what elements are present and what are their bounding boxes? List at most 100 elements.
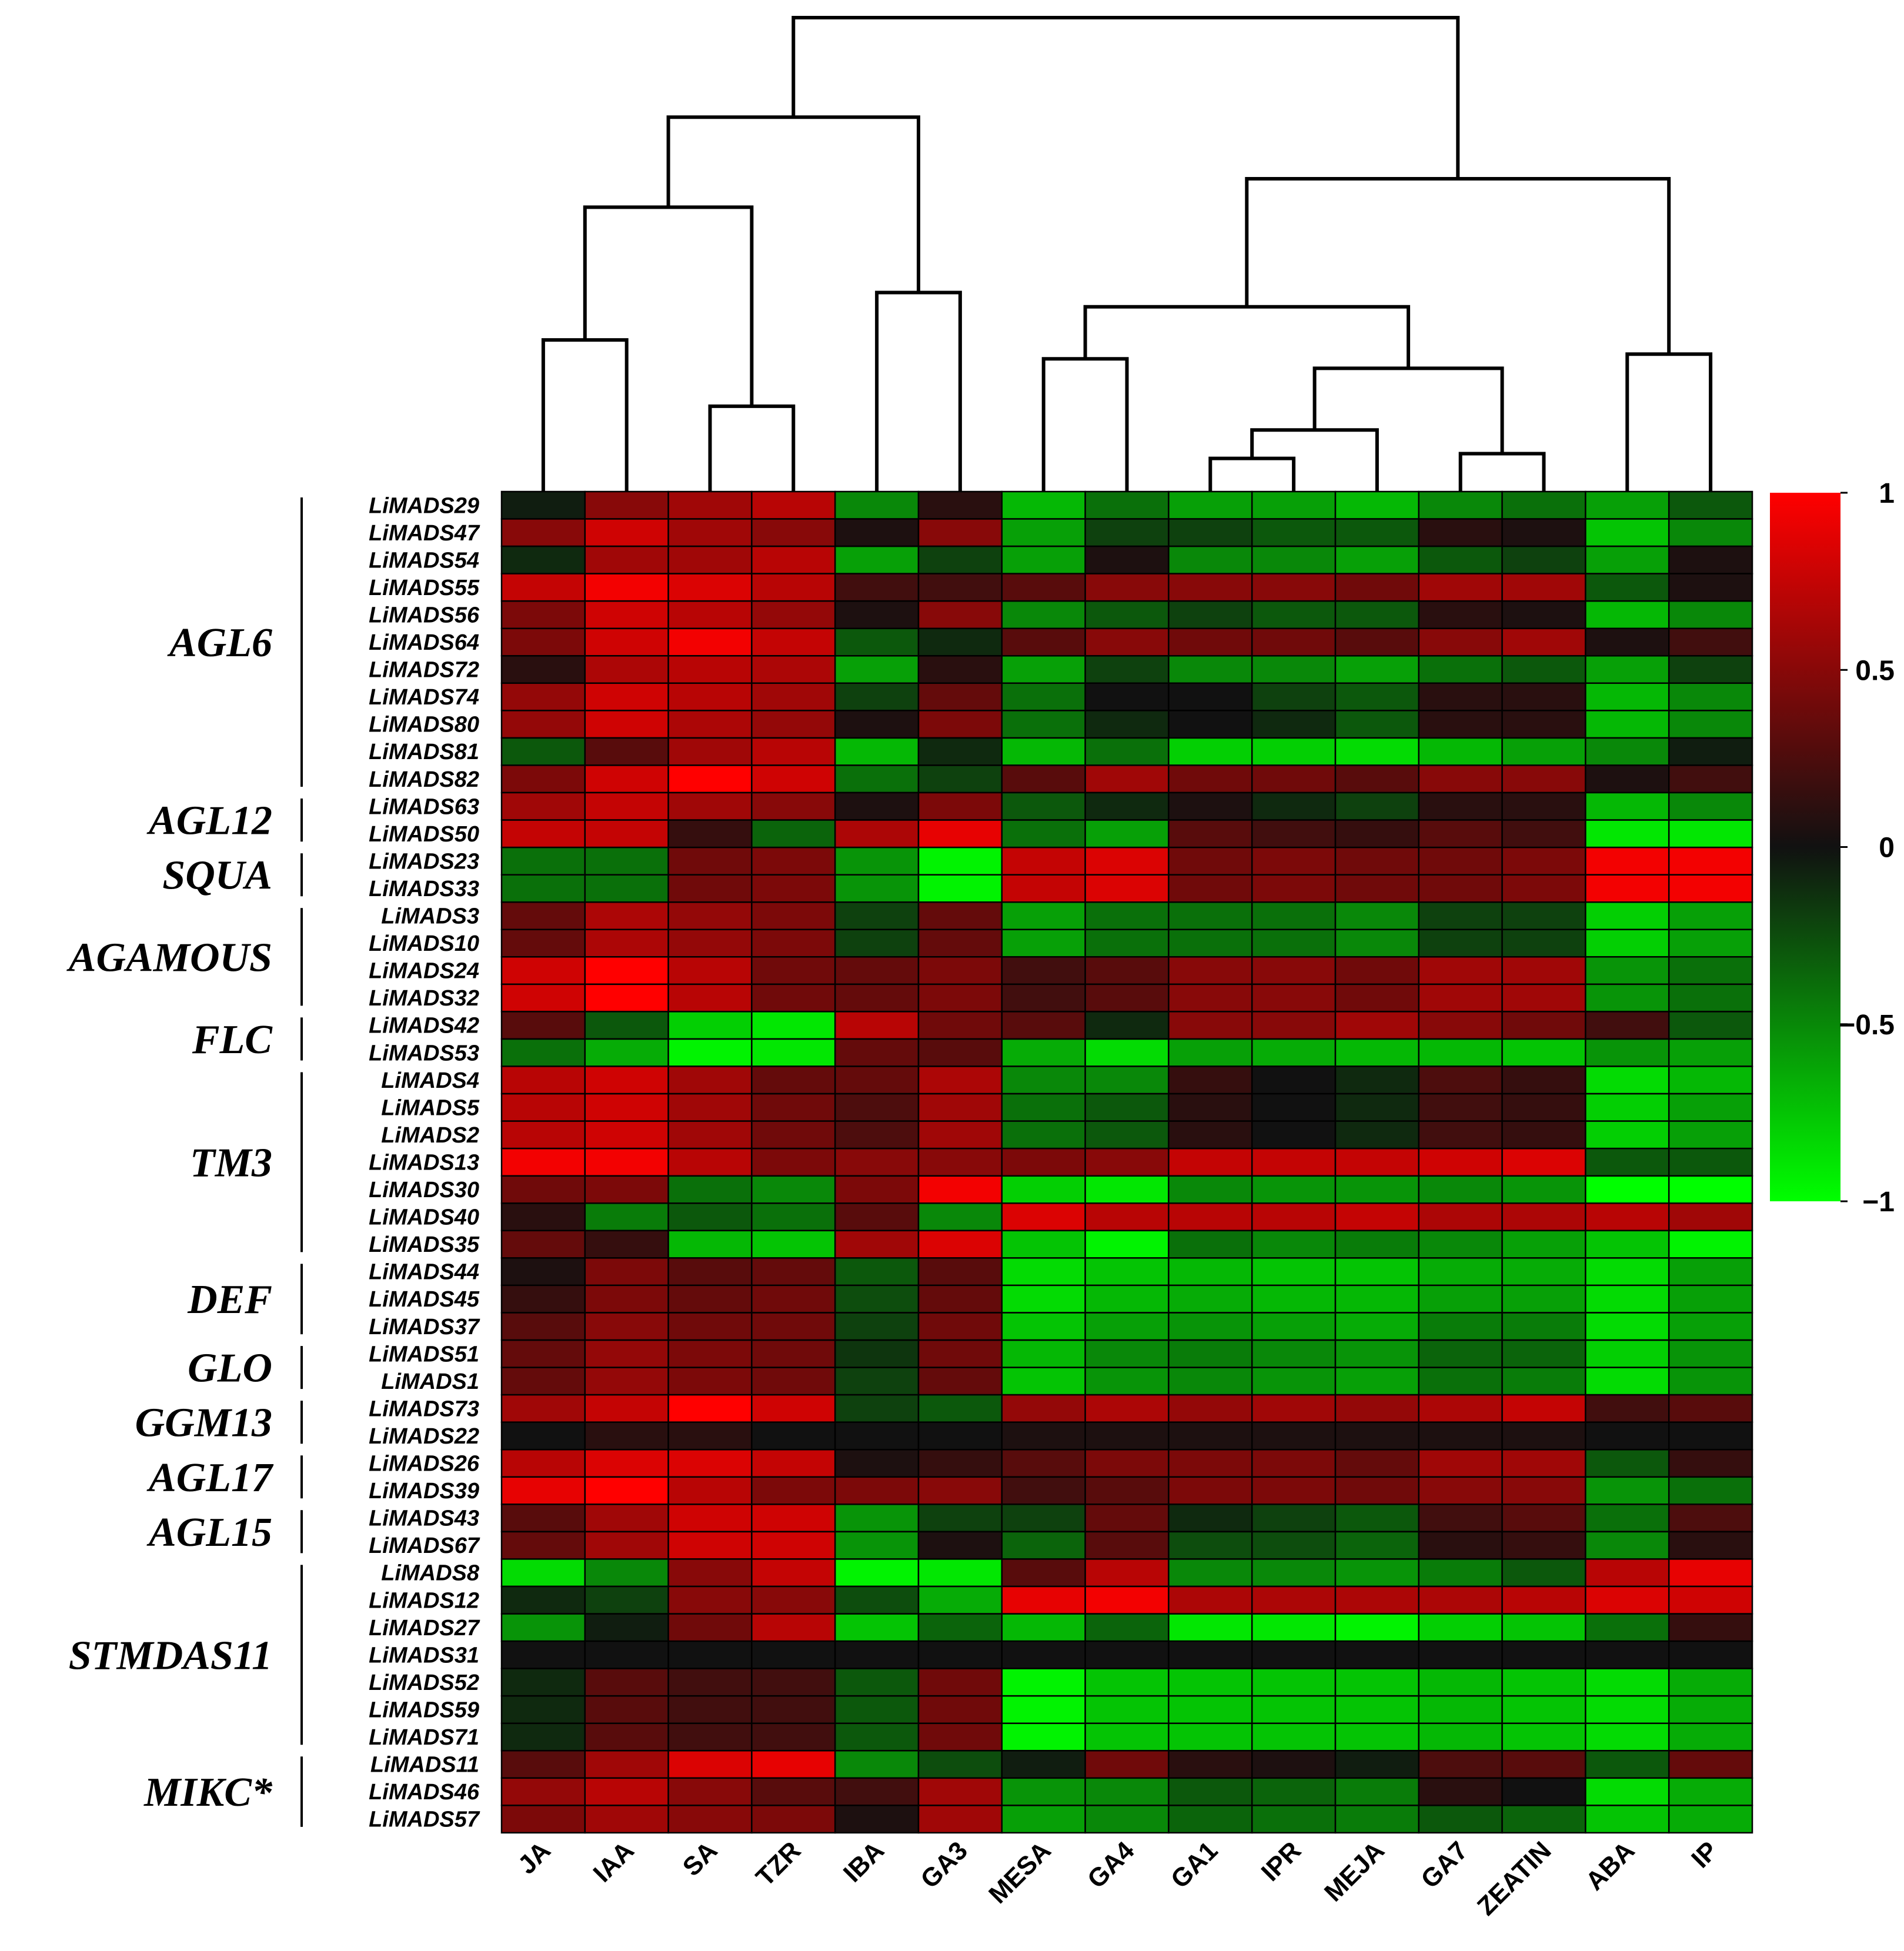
column-label: GA1 xyxy=(1165,1836,1224,1894)
row-label: LiMADS42 xyxy=(369,1014,479,1038)
cell-LiMADS45-GA7 xyxy=(1418,1284,1503,1314)
cell-LiMADS26-GA4 xyxy=(1084,1449,1170,1478)
cell-LiMADS43-TZR xyxy=(751,1504,836,1533)
cell-LiMADS55-IPR xyxy=(1251,573,1337,602)
cell-LiMADS71-IPR xyxy=(1251,1722,1337,1752)
cell-LiMADS3-IP xyxy=(1668,901,1753,931)
cell-LiMADS43-IAA xyxy=(584,1504,669,1533)
cell-LiMADS43-GA1 xyxy=(1168,1504,1253,1533)
cell-LiMADS63-MEJA xyxy=(1334,791,1420,821)
cell-LiMADS39-IPR xyxy=(1251,1476,1337,1505)
cell-LiMADS35-SA xyxy=(667,1230,753,1259)
cell-LiMADS29-IP xyxy=(1668,490,1753,520)
cell-LiMADS53-IAA xyxy=(584,1038,669,1067)
cell-LiMADS74-GA3 xyxy=(917,682,1003,711)
cell-LiMADS11-IP xyxy=(1668,1750,1753,1779)
cell-LiMADS80-JA xyxy=(500,710,586,739)
cell-LiMADS37-IAA xyxy=(584,1312,669,1341)
row-label: LiMADS74 xyxy=(369,685,479,710)
cell-LiMADS22-GA7 xyxy=(1418,1421,1503,1451)
cell-LiMADS12-IP xyxy=(1668,1585,1753,1615)
cell-LiMADS46-GA1 xyxy=(1168,1777,1253,1806)
cell-LiMADS44-SA xyxy=(667,1257,753,1287)
cell-LiMADS39-GA1 xyxy=(1168,1476,1253,1505)
cell-LiMADS72-TZR xyxy=(751,655,836,684)
column-label: ABA xyxy=(1580,1836,1640,1896)
cell-LiMADS30-GA7 xyxy=(1418,1175,1503,1204)
cell-LiMADS47-ABA xyxy=(1585,518,1670,547)
cell-LiMADS23-TZR xyxy=(751,846,836,876)
cell-LiMADS33-TZR xyxy=(751,874,836,903)
cell-LiMADS47-GA7 xyxy=(1418,518,1503,547)
cell-LiMADS29-GA7 xyxy=(1418,490,1503,520)
cell-LiMADS26-IBA xyxy=(834,1449,920,1478)
cell-LiMADS39-JA xyxy=(500,1476,586,1505)
cell-LiMADS80-ZEATIN xyxy=(1501,710,1586,739)
cell-LiMADS53-TZR xyxy=(751,1038,836,1067)
cell-LiMADS29-JA xyxy=(500,490,586,520)
cell-LiMADS10-MEJA xyxy=(1334,928,1420,958)
cell-LiMADS53-SA xyxy=(667,1038,753,1067)
cell-LiMADS5-GA1 xyxy=(1168,1093,1253,1122)
row-label: LiMADS30 xyxy=(369,1178,479,1202)
cell-LiMADS53-ZEATIN xyxy=(1501,1038,1586,1067)
cell-LiMADS64-MEJA xyxy=(1334,627,1420,657)
column-label: JA xyxy=(513,1836,556,1879)
cell-LiMADS27-GA3 xyxy=(917,1613,1003,1642)
color-bar-tick-label: −1 xyxy=(1862,1187,1895,1218)
cell-LiMADS4-GA7 xyxy=(1418,1065,1503,1095)
cell-LiMADS71-GA4 xyxy=(1084,1722,1170,1752)
cell-LiMADS8-SA xyxy=(667,1558,753,1588)
cell-LiMADS64-GA1 xyxy=(1168,627,1253,657)
cell-LiMADS13-GA7 xyxy=(1418,1147,1503,1177)
cell-LiMADS82-IAA xyxy=(584,764,669,794)
cell-LiMADS35-GA3 xyxy=(917,1230,1003,1259)
cell-LiMADS80-IBA xyxy=(834,710,920,739)
family-label: AGAMOUS xyxy=(66,935,272,980)
cell-LiMADS1-SA xyxy=(667,1367,753,1396)
row-label: LiMADS57 xyxy=(369,1808,480,1832)
cell-LiMADS4-JA xyxy=(500,1065,586,1095)
cell-LiMADS3-ZEATIN xyxy=(1501,901,1586,931)
cell-LiMADS56-SA xyxy=(667,600,753,630)
cell-LiMADS51-MESA xyxy=(1001,1339,1086,1368)
cell-LiMADS47-IPR xyxy=(1251,518,1337,547)
cell-LiMADS46-SA xyxy=(667,1777,753,1806)
cell-LiMADS81-ABA xyxy=(1585,737,1670,766)
cell-LiMADS71-MEJA xyxy=(1334,1722,1420,1752)
family-label: FLC xyxy=(192,1017,273,1063)
color-bar-tick-label: −0.5 xyxy=(1839,1010,1895,1041)
cell-LiMADS8-MESA xyxy=(1001,1558,1086,1588)
dendrogram-link xyxy=(1245,177,1671,355)
family-groups: AGL6 AGL12 SQUA AGAMOUS FLC TM3 DEF GLO GGM13 AGL… xyxy=(66,497,303,1827)
cell-LiMADS72-GA3 xyxy=(917,655,1003,684)
cell-LiMADS46-IPR xyxy=(1251,1777,1337,1806)
cell-LiMADS51-IPR xyxy=(1251,1339,1337,1368)
cell-LiMADS4-IPR xyxy=(1251,1065,1337,1095)
cell-LiMADS26-GA1 xyxy=(1168,1449,1253,1478)
cell-LiMADS8-IAA xyxy=(584,1558,669,1588)
dendrogram-link xyxy=(666,115,920,293)
cell-LiMADS53-GA7 xyxy=(1418,1038,1503,1067)
cell-LiMADS31-IP xyxy=(1668,1640,1753,1669)
cell-LiMADS39-GA3 xyxy=(917,1476,1003,1505)
cell-LiMADS10-GA7 xyxy=(1418,928,1503,958)
cell-LiMADS37-SA xyxy=(667,1312,753,1341)
cell-LiMADS32-IP xyxy=(1668,983,1753,1013)
row-label: LiMADS81 xyxy=(369,740,479,764)
cell-LiMADS63-GA3 xyxy=(917,791,1003,821)
cell-LiMADS81-MEJA xyxy=(1334,737,1420,766)
cell-LiMADS27-IBA xyxy=(834,1613,920,1642)
family-label: STMDAS11 xyxy=(69,1633,272,1678)
row-label: LiMADS22 xyxy=(369,1424,479,1449)
cell-LiMADS42-ZEATIN xyxy=(1501,1011,1586,1040)
cell-LiMADS24-JA xyxy=(500,956,586,985)
cell-LiMADS82-JA xyxy=(500,764,586,794)
cell-LiMADS39-IBA xyxy=(834,1476,920,1505)
cell-LiMADS5-MESA xyxy=(1001,1093,1086,1122)
cell-LiMADS42-IPR xyxy=(1251,1011,1337,1040)
cell-LiMADS72-ZEATIN xyxy=(1501,655,1586,684)
cell-LiMADS39-ABA xyxy=(1585,1476,1670,1505)
cell-LiMADS30-IBA xyxy=(834,1175,920,1204)
cell-LiMADS30-IP xyxy=(1668,1175,1753,1204)
